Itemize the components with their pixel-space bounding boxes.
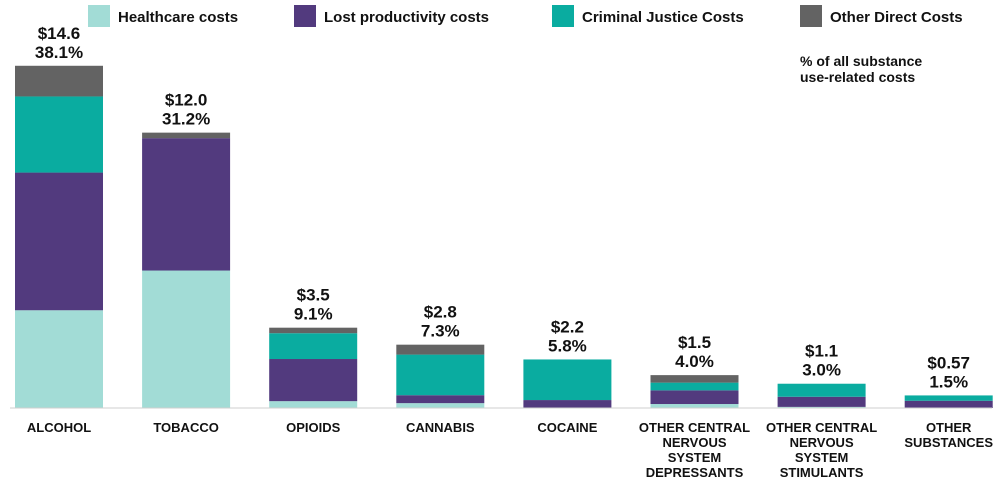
total-label-other-central-nervous-system-stimulants: $1.1: [805, 342, 838, 361]
bar-segment-alcohol-healthcare-costs: [15, 310, 103, 408]
percent-label-alcohol: 38.1%: [35, 43, 83, 62]
percent-label-cocaine: 5.8%: [548, 336, 587, 355]
category-labels: ALCOHOL TOBACCO OPIOIDS CANNABIS COCAINE OTHE…: [27, 420, 993, 480]
legend-label-other-direct-costs: Other Direct Costs: [830, 9, 963, 26]
total-label-other-substances: $0.57: [927, 353, 970, 372]
total-label-cannabis: $2.8: [424, 303, 457, 322]
percent-label-cannabis: 7.3%: [421, 322, 460, 341]
bar-segment-other-central-nervous-system-depressants-lost-productivity-costs: [650, 390, 739, 405]
bar-segment-tobacco-lost-productivity-costs: [142, 138, 231, 271]
percent-label-tobacco: 31.2%: [162, 110, 210, 129]
chart-legend: Healthcare costs Lost productivity costs C…: [88, 5, 963, 27]
category-label-alcohol: ALCOHOL: [27, 420, 91, 435]
chart-note: % of all substance use-related costs: [800, 53, 926, 85]
category-label-tobacco: TOBACCO: [153, 420, 218, 435]
legend-label-criminal-justice-costs: Criminal Justice Costs: [582, 9, 744, 26]
bar-segment-alcohol-criminal-justice-costs: [15, 96, 103, 173]
bar-segment-tobacco-healthcare-costs: [142, 270, 231, 408]
bar-segment-cannabis-other-direct-costs: [396, 344, 485, 355]
bar-segment-opioids-lost-productivity-costs: [269, 359, 358, 402]
bar-segment-cocaine-criminal-justice-costs: [523, 359, 612, 401]
bar-segment-tobacco-other-direct-costs: [142, 132, 231, 139]
bar-segment-other-central-nervous-system-stimulants-lost-productivity-costs: [777, 396, 866, 407]
chart-note-line-2: use-related costs: [800, 69, 915, 85]
category-label-cannabis: CANNABIS: [406, 420, 475, 435]
legend-label-healthcare-costs: Healthcare costs: [118, 9, 238, 26]
bar-segment-opioids-other-direct-costs: [269, 327, 358, 334]
total-label-tobacco: $12.0: [165, 91, 208, 110]
chart-note-line-1: % of all substance: [800, 53, 922, 69]
bar-segment-cannabis-criminal-justice-costs: [396, 354, 485, 396]
total-label-other-central-nervous-system-depressants: $1.5: [678, 333, 711, 352]
percent-label-other-central-nervous-system-stimulants: 3.0%: [802, 361, 841, 380]
total-label-cocaine: $2.2: [551, 317, 584, 336]
legend-swatch-criminal-justice-costs: [552, 5, 574, 27]
category-label-cocaine: COCAINE: [537, 420, 597, 435]
category-label-other-central-nervous-system-stimulants: OTHER CENTRAL NERVOUS SYSTEM STIMULANTS: [766, 420, 877, 480]
bar-segment-other-central-nervous-system-depressants-criminal-justice-costs: [650, 382, 739, 391]
bar-segment-cocaine-lost-productivity-costs: [523, 400, 612, 408]
bar-segment-other-substances-lost-productivity-costs: [904, 400, 993, 408]
bar-segment-other-central-nervous-system-depressants-other-direct-costs: [650, 375, 739, 383]
bar-segment-other-central-nervous-system-depressants-healthcare-costs: [650, 404, 739, 408]
category-label-other-central-nervous-system-depressants: OTHER CENTRAL NERVOUS SYSTEM DEPRESSANTS: [639, 420, 750, 480]
category-label-opioids: OPIOIDS: [286, 420, 341, 435]
percent-label-other-substances: 1.5%: [929, 372, 968, 391]
bar-segment-cannabis-lost-productivity-costs: [396, 395, 485, 404]
bar-segment-other-central-nervous-system-stimulants-criminal-justice-costs: [777, 383, 866, 397]
bar-segment-other-central-nervous-system-stimulants-healthcare-costs: [777, 406, 866, 408]
total-label-opioids: $3.5: [297, 286, 330, 305]
legend-swatch-other-direct-costs: [800, 5, 822, 27]
percent-label-opioids: 9.1%: [294, 305, 333, 324]
legend-swatch-healthcare-costs: [88, 5, 110, 27]
total-label-alcohol: $14.6: [38, 24, 81, 43]
bar-segment-other-substances-criminal-justice-costs: [904, 395, 993, 401]
legend-swatch-lost-productivity-costs: [294, 5, 316, 27]
bar-segment-alcohol-lost-productivity-costs: [15, 172, 103, 311]
percent-label-other-central-nervous-system-depressants: 4.0%: [675, 352, 714, 371]
bar-segment-alcohol-other-direct-costs: [15, 65, 103, 97]
bar-segment-cannabis-healthcare-costs: [396, 403, 485, 408]
legend-label-lost-productivity-costs: Lost productivity costs: [324, 9, 489, 26]
bar-segment-opioids-healthcare-costs: [269, 401, 358, 408]
bars-group: $14.638.1% $12.031.2% $3.59.1% $2.87.3% $2.2…: [15, 24, 993, 408]
bar-segment-opioids-criminal-justice-costs: [269, 333, 358, 360]
category-label-other-substances: OTHER SUBSTANCES: [904, 420, 993, 450]
